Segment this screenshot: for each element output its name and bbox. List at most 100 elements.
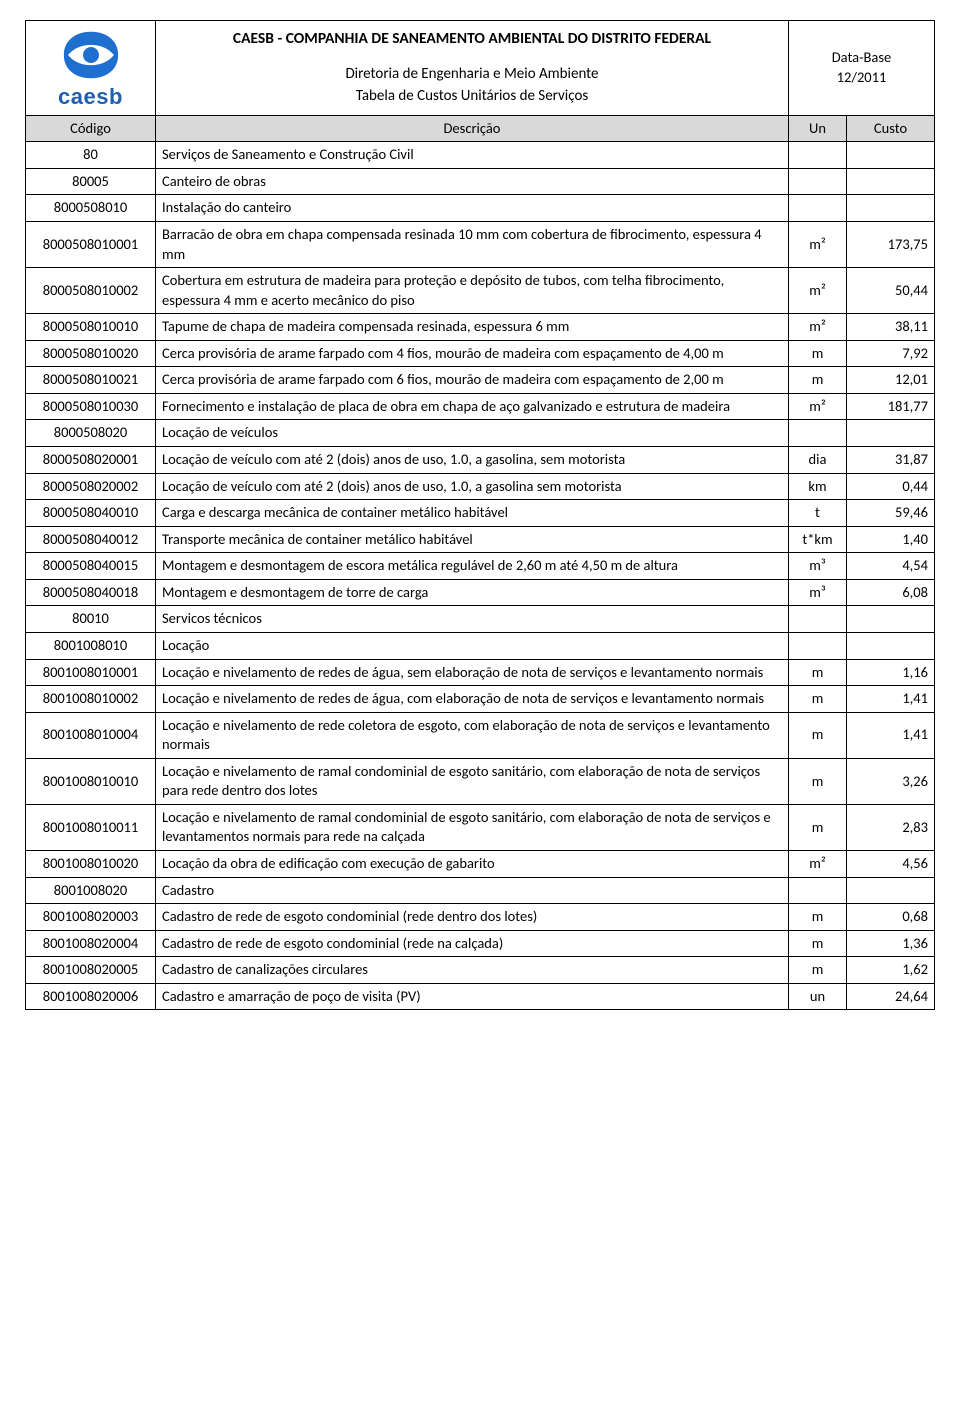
custo-cell: 1,36 bbox=[846, 930, 934, 957]
un-cell: un bbox=[788, 983, 846, 1010]
table-row: 8001008020005Cadastro de canalizações ci… bbox=[26, 957, 935, 984]
desc-cell: Cerca provisória de arame farpado com 4 … bbox=[156, 340, 789, 367]
code-cell: 8000508040010 bbox=[26, 500, 156, 527]
custo-cell bbox=[846, 877, 934, 904]
desc-cell: Fornecimento e instalação de placa de ob… bbox=[156, 393, 789, 420]
code-cell: 8001008010002 bbox=[26, 686, 156, 713]
code-cell: 8000508010 bbox=[26, 195, 156, 222]
code-cell: 8001008010010 bbox=[26, 758, 156, 804]
desc-cell: Instalação do canteiro bbox=[156, 195, 789, 222]
table-row: 8000508010001Barracão de obra em chapa c… bbox=[26, 221, 935, 267]
code-cell: 8001008010 bbox=[26, 632, 156, 659]
code-cell: 80010 bbox=[26, 606, 156, 633]
custo-cell bbox=[846, 168, 934, 195]
custo-cell bbox=[846, 195, 934, 222]
desc-cell: Servicos técnicos bbox=[156, 606, 789, 633]
un-cell: m bbox=[788, 659, 846, 686]
code-cell: 8000508040015 bbox=[26, 553, 156, 580]
code-cell: 8000508020001 bbox=[26, 447, 156, 474]
un-cell: m bbox=[788, 367, 846, 394]
table-row: 8000508010030Fornecimento e instalação d… bbox=[26, 393, 935, 420]
table-row: 8001008010010Locação e nivelamento de ra… bbox=[26, 758, 935, 804]
code-cell: 8001008010020 bbox=[26, 851, 156, 878]
code-cell: 8000508010001 bbox=[26, 221, 156, 267]
custo-cell: 0,44 bbox=[846, 473, 934, 500]
un-cell: m² bbox=[788, 851, 846, 878]
code-cell: 8001008010011 bbox=[26, 804, 156, 850]
un-cell bbox=[788, 420, 846, 447]
un-cell: m bbox=[788, 804, 846, 850]
desc-cell: Cadastro de rede de esgoto condominial (… bbox=[156, 930, 789, 957]
code-cell: 8001008020006 bbox=[26, 983, 156, 1010]
databasis-label: Data-Base bbox=[795, 48, 928, 68]
un-cell: km bbox=[788, 473, 846, 500]
desc-cell: Transporte mecânica de container metálic… bbox=[156, 526, 789, 553]
un-cell: m bbox=[788, 904, 846, 931]
table-row: 80010Servicos técnicos bbox=[26, 606, 935, 633]
table-row: 8000508010002Cobertura em estrutura de m… bbox=[26, 268, 935, 314]
desc-cell: Locação e nivelamento de ramal condomini… bbox=[156, 804, 789, 850]
table-row: 80005Canteiro de obras bbox=[26, 168, 935, 195]
logo-text: caesb bbox=[32, 82, 149, 112]
table-row: 8000508020002Locação de veículo com até … bbox=[26, 473, 935, 500]
col-descricao: Descrição bbox=[156, 115, 789, 142]
desc-cell: Canteiro de obras bbox=[156, 168, 789, 195]
un-cell bbox=[788, 142, 846, 169]
cost-table: caesb CAESB - COMPANHIA DE SANEAMENTO AM… bbox=[25, 20, 935, 1010]
desc-cell: Locação e nivelamento de redes de água, … bbox=[156, 686, 789, 713]
desc-cell: Carga e descarga mecânica de container m… bbox=[156, 500, 789, 527]
code-cell: 8001008020004 bbox=[26, 930, 156, 957]
table-row: 8001008010004Locação e nivelamento de re… bbox=[26, 712, 935, 758]
custo-cell bbox=[846, 142, 934, 169]
un-cell: m² bbox=[788, 314, 846, 341]
desc-cell: Barracão de obra em chapa compensada res… bbox=[156, 221, 789, 267]
table-row: 8000508020001Locação de veículo com até … bbox=[26, 447, 935, 474]
desc-cell: Locação e nivelamento de redes de água, … bbox=[156, 659, 789, 686]
desc-cell: Cadastro e amarração de poço de visita (… bbox=[156, 983, 789, 1010]
custo-cell: 31,87 bbox=[846, 447, 934, 474]
custo-cell: 0,68 bbox=[846, 904, 934, 931]
custo-cell: 38,11 bbox=[846, 314, 934, 341]
table-row: 8001008010Locação bbox=[26, 632, 935, 659]
un-cell bbox=[788, 195, 846, 222]
un-cell: dia bbox=[788, 447, 846, 474]
custo-cell: 4,54 bbox=[846, 553, 934, 580]
column-header-row: Código Descrição Un Custo bbox=[26, 115, 935, 142]
title-area: CAESB - COMPANHIA DE SANEAMENTO AMBIENTA… bbox=[156, 21, 789, 116]
custo-cell bbox=[846, 632, 934, 659]
desc-cell: Locação de veículos bbox=[156, 420, 789, 447]
custo-cell: 173,75 bbox=[846, 221, 934, 267]
un-cell: t bbox=[788, 500, 846, 527]
desc-cell: Serviços de Saneamento e Construção Civi… bbox=[156, 142, 789, 169]
code-cell: 8001008020003 bbox=[26, 904, 156, 931]
desc-cell: Locação e nivelamento de ramal condomini… bbox=[156, 758, 789, 804]
table-row: 8001008020Cadastro bbox=[26, 877, 935, 904]
table-row: 8000508010Instalação do canteiro bbox=[26, 195, 935, 222]
desc-cell: Cadastro de canalizações circulares bbox=[156, 957, 789, 984]
custo-cell: 1,62 bbox=[846, 957, 934, 984]
col-un: Un bbox=[788, 115, 846, 142]
desc-cell: Montagem e desmontagem de escora metálic… bbox=[156, 553, 789, 580]
data-base-box: Data-Base 12/2011 bbox=[788, 21, 934, 116]
custo-cell bbox=[846, 420, 934, 447]
table-row: 8000508040018Montagem e desmontagem de t… bbox=[26, 579, 935, 606]
code-cell: 80005 bbox=[26, 168, 156, 195]
code-cell: 80 bbox=[26, 142, 156, 169]
table-row: 8000508040012Transporte mecânica de cont… bbox=[26, 526, 935, 553]
desc-cell: Tapume de chapa de madeira compensada re… bbox=[156, 314, 789, 341]
custo-cell: 1,40 bbox=[846, 526, 934, 553]
un-cell: m² bbox=[788, 221, 846, 267]
custo-cell: 24,64 bbox=[846, 983, 934, 1010]
desc-cell: Montagem e desmontagem de torre de carga bbox=[156, 579, 789, 606]
un-cell bbox=[788, 168, 846, 195]
un-cell: m bbox=[788, 957, 846, 984]
code-cell: 8000508040018 bbox=[26, 579, 156, 606]
col-custo: Custo bbox=[846, 115, 934, 142]
un-cell: m² bbox=[788, 393, 846, 420]
table-row: 8000508040010Carga e descarga mecânica d… bbox=[26, 500, 935, 527]
desc-cell: Locação e nivelamento de rede coletora d… bbox=[156, 712, 789, 758]
table-row: 8000508020Locação de veículos bbox=[26, 420, 935, 447]
table-row: 8000508010010Tapume de chapa de madeira … bbox=[26, 314, 935, 341]
un-cell: m³ bbox=[788, 579, 846, 606]
un-cell bbox=[788, 632, 846, 659]
